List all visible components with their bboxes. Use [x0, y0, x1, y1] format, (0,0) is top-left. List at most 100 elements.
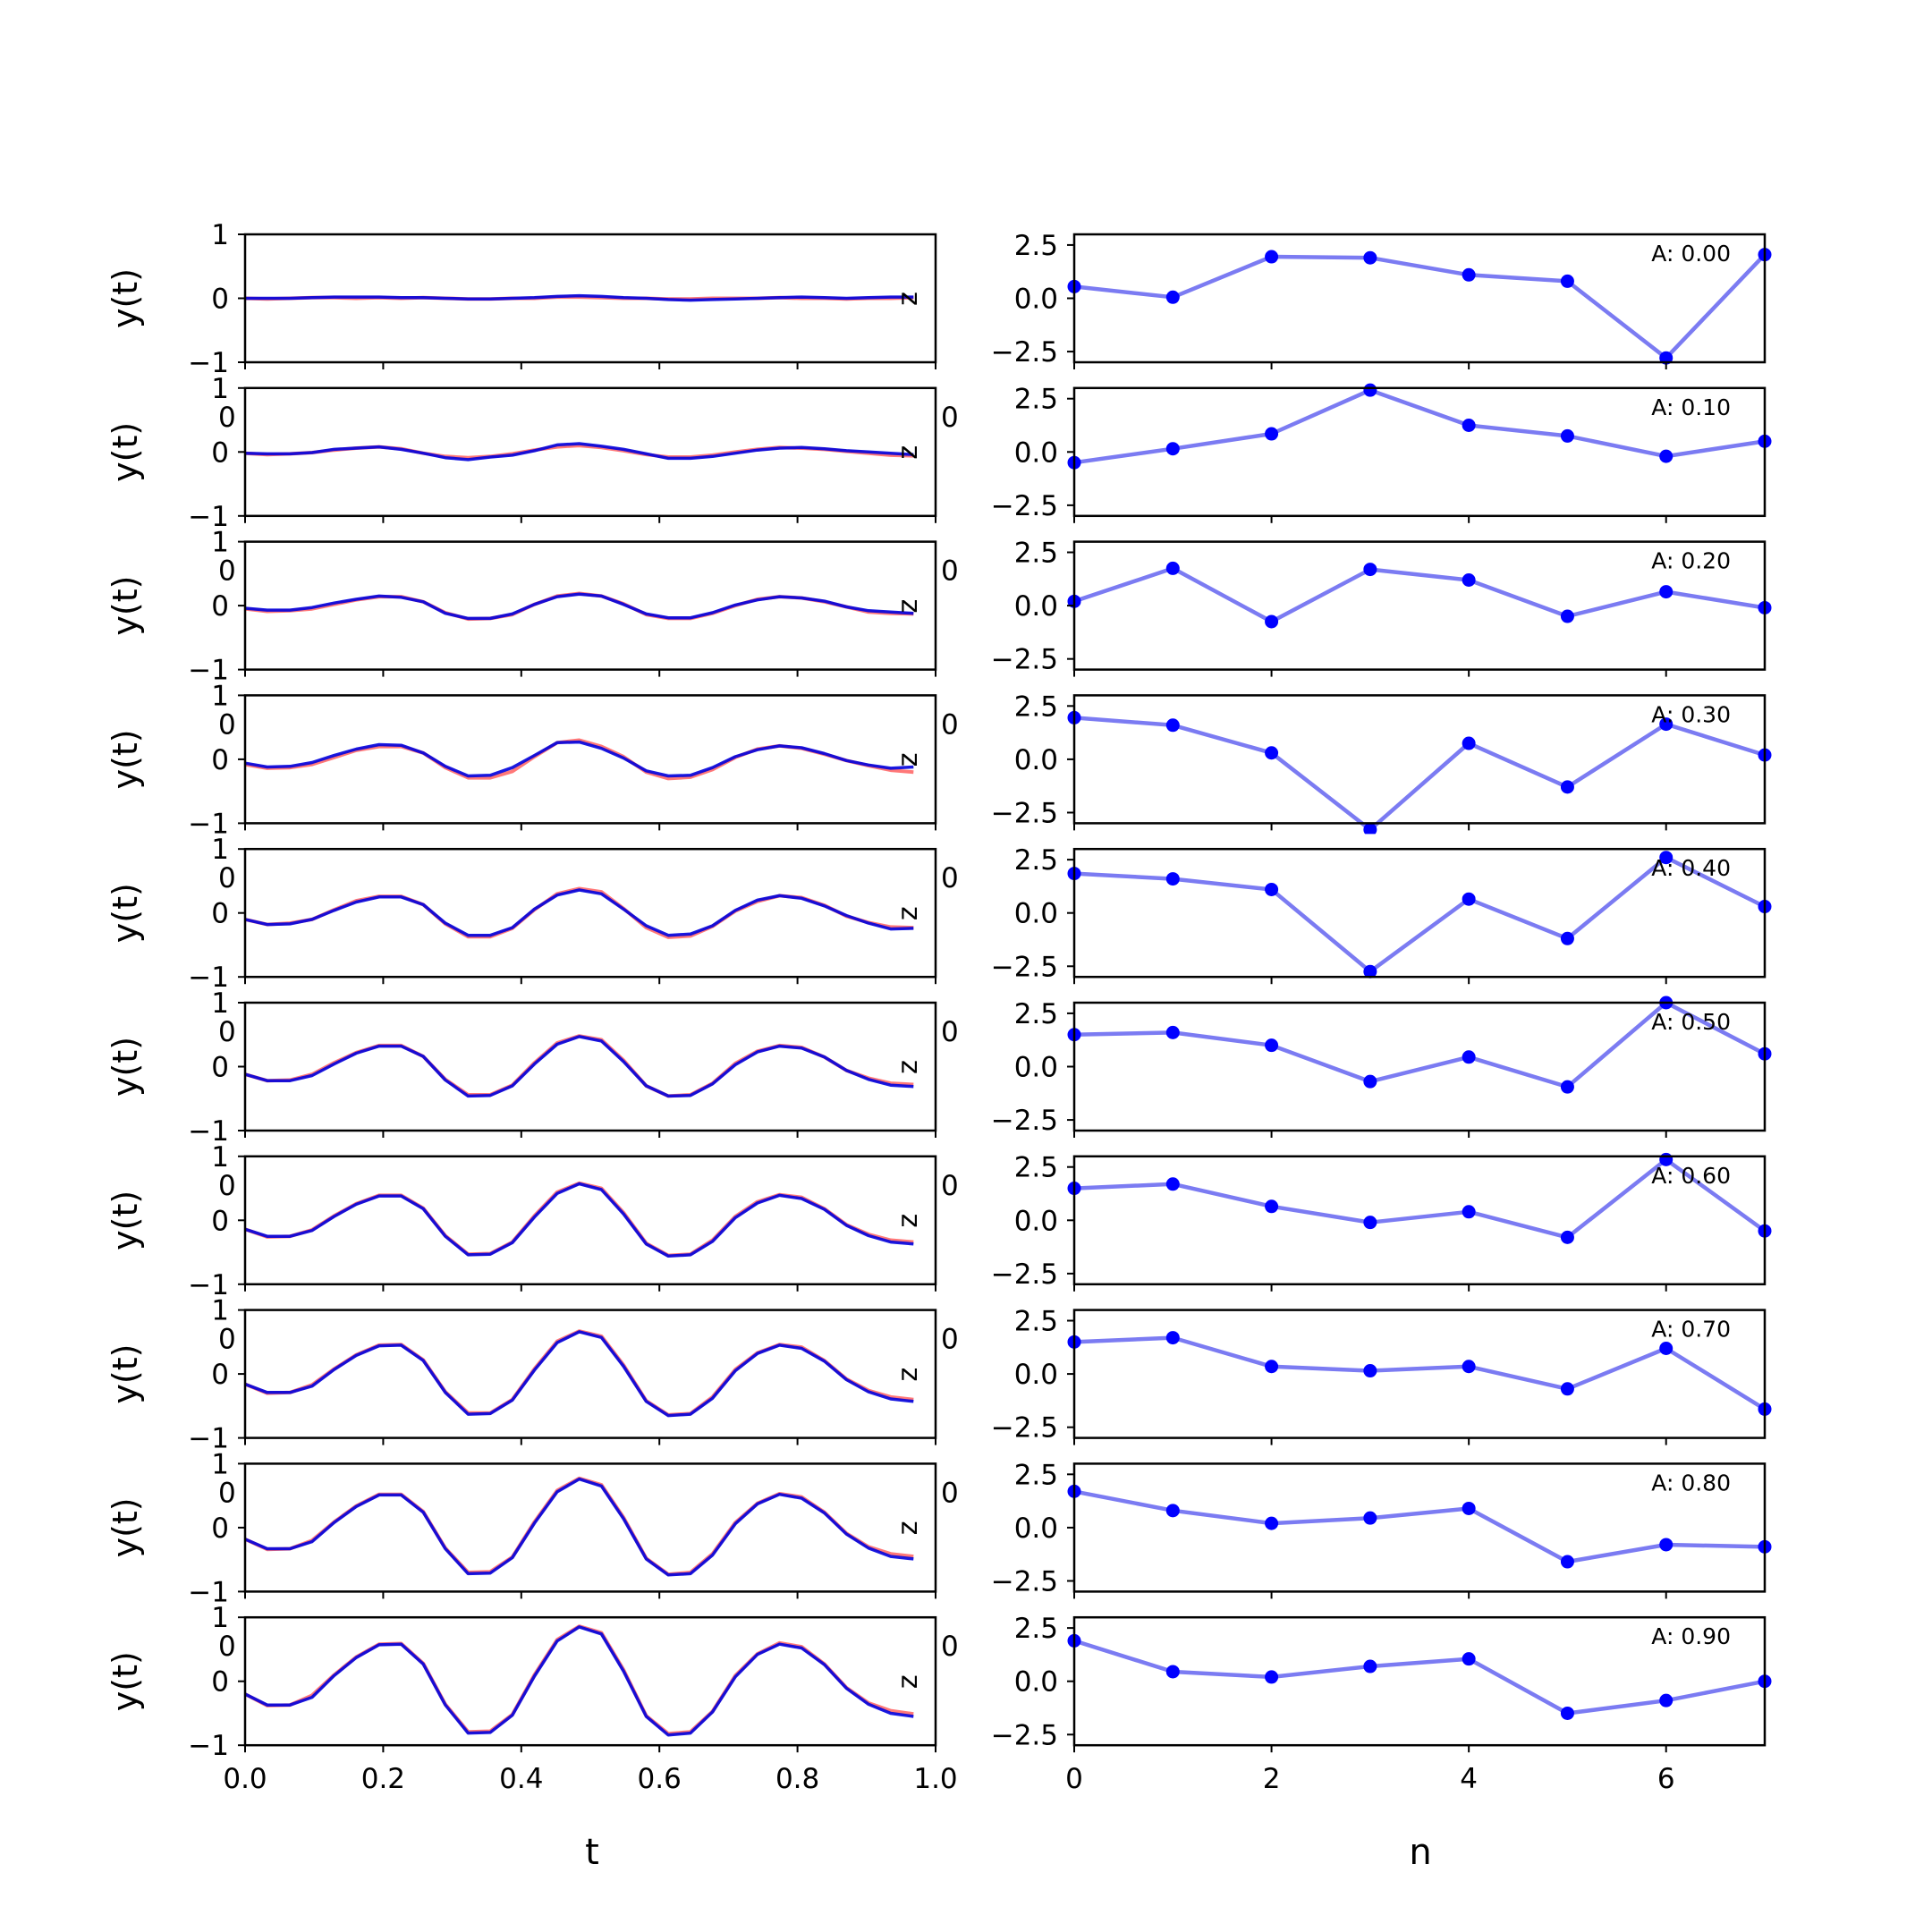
left-overlap-tick-label: 0	[218, 402, 236, 434]
right-data-point	[1659, 1693, 1674, 1707]
right-data-point	[1363, 1511, 1377, 1525]
right-panel-3: −2.5 0.0 2.5 A: 0.30	[991, 691, 1772, 835]
right-data-point	[1659, 585, 1674, 599]
left-y-tick-label: 0	[211, 284, 229, 316]
left-series-line-blue	[244, 888, 914, 937]
left-overlap-tick-label: 0	[941, 1631, 959, 1663]
right-y-tick-label: 0.0	[1014, 1205, 1058, 1237]
right-series-line	[1073, 566, 1766, 624]
left-overlap-tick-label: 0	[218, 1016, 236, 1048]
right-series-line	[1073, 1639, 1766, 1716]
right-data-point	[1363, 964, 1377, 979]
left-y-tick-label: −1	[188, 1730, 229, 1762]
left-overlap-tick-label: 0	[218, 708, 236, 741]
right-data-point	[1560, 780, 1574, 794]
right-data-point	[1165, 1331, 1180, 1345]
left-y-axis-label: y(t)	[106, 1037, 145, 1097]
left-y-tick-label: 0	[211, 590, 229, 623]
left-y-tick-label: 1	[211, 1141, 229, 1174]
right-y-tick-label: −2.5	[991, 951, 1058, 983]
right-data-point	[1165, 718, 1180, 733]
right-x-tick-label: 2	[1263, 1763, 1281, 1795]
left-y-tick-label: −1	[188, 962, 229, 994]
left-panel-0: −1 0 1 y(t) z	[106, 219, 937, 379]
right-panel-5: −2.5 0.0 2.5 A: 0.50	[991, 996, 1772, 1138]
left-y-axis-label: y(t)	[106, 883, 145, 943]
left-overlap-tick-label: 0	[941, 1324, 959, 1356]
right-plot-area	[1067, 710, 1772, 835]
left-overlap-tick-label: 0	[218, 862, 236, 894]
left-series-line-blue	[244, 592, 914, 621]
right-plot-area	[1067, 1152, 1772, 1244]
left-series-line-blue	[244, 1035, 914, 1098]
left-series-line-blue	[244, 1182, 914, 1258]
left-overlap-tick-label: 0	[941, 1477, 959, 1509]
left-stray-axis-label: z	[893, 599, 924, 614]
right-data-point	[1363, 383, 1377, 397]
right-panel-4: −2.5 0.0 2.5 A: 0.40	[991, 844, 1772, 985]
left-stray-axis-label: z	[893, 292, 924, 306]
right-data-point	[1560, 274, 1574, 288]
left-overlap-tick-label: 0	[218, 1477, 236, 1509]
left-y-tick-label: 1	[211, 1448, 229, 1480]
right-y-tick-label: 2.5	[1014, 1306, 1058, 1338]
left-overlap-tick-label: 0	[941, 1016, 959, 1048]
left-stray-axis-label: z	[893, 753, 924, 767]
right-y-tick-label: −2.5	[991, 1719, 1058, 1751]
right-y-tick-label: −2.5	[991, 1412, 1058, 1445]
left-y-axis-label: y(t)	[106, 1344, 145, 1404]
left-stray-axis-label: z	[893, 1674, 924, 1689]
right-series-line	[1073, 1489, 1766, 1564]
right-plot-area	[1067, 248, 1772, 365]
right-data-point	[1265, 1038, 1279, 1053]
left-series-line-blue	[244, 1330, 914, 1418]
right-data-point	[1165, 1025, 1180, 1039]
right-data-point	[1560, 1382, 1574, 1396]
right-y-tick-label: −2.5	[991, 1565, 1058, 1597]
left-y-tick-label: 1	[211, 527, 229, 559]
left-overlap-tick-label: 0	[941, 402, 959, 434]
left-y-tick-label: −1	[188, 1576, 229, 1608]
left-stray-axis-label: z	[893, 906, 924, 920]
right-data-point	[1165, 872, 1180, 886]
right-y-tick-label: −2.5	[991, 644, 1058, 676]
right-y-tick-label: 2.5	[1014, 230, 1058, 262]
right-series-line	[1073, 387, 1766, 465]
left-y-axis-label: y(t)	[106, 268, 145, 328]
right-y-tick-label: 0.0	[1014, 590, 1058, 623]
left-x-tick-label: 0.2	[361, 1763, 405, 1795]
right-x-tick-label: 6	[1657, 1763, 1675, 1795]
right-data-point	[1265, 614, 1279, 629]
left-y-axis-label: y(t)	[106, 576, 145, 636]
right-y-tick-label: 0.0	[1014, 898, 1058, 930]
left-overlap-tick-label: 0	[218, 1631, 236, 1663]
left-y-axis-label: y(t)	[106, 1651, 145, 1711]
right-data-point	[1462, 267, 1476, 282]
right-y-tick-label: −2.5	[991, 1105, 1058, 1137]
right-amplitude-annotation: A: 0.20	[1651, 548, 1731, 574]
right-data-point	[1659, 449, 1674, 463]
right-data-point	[1265, 746, 1279, 760]
left-y-tick-label: −1	[188, 1423, 229, 1455]
left-y-tick-label: 1	[211, 1295, 229, 1327]
right-y-tick-label: 2.5	[1014, 1613, 1058, 1645]
right-panel-2: −2.5 0.0 2.5 A: 0.20	[991, 538, 1772, 677]
left-overlap-tick-label: 0	[941, 1170, 959, 1202]
left-y-tick-label: −1	[188, 347, 229, 379]
left-y-tick-label: 1	[211, 987, 229, 1020]
right-amplitude-annotation: A: 0.10	[1651, 394, 1731, 420]
right-data-point	[1659, 717, 1674, 732]
left-y-tick-label: −1	[188, 1115, 229, 1148]
right-panel-column: −2.5 0.0 2.5 A: 0.00 −2.5 0.0 2.5 A: 0.10 −2.5 0.…	[991, 230, 1772, 1795]
right-data-point	[1659, 1538, 1674, 1552]
right-y-tick-label: 0.0	[1014, 1359, 1058, 1391]
right-data-point	[1363, 1659, 1377, 1674]
